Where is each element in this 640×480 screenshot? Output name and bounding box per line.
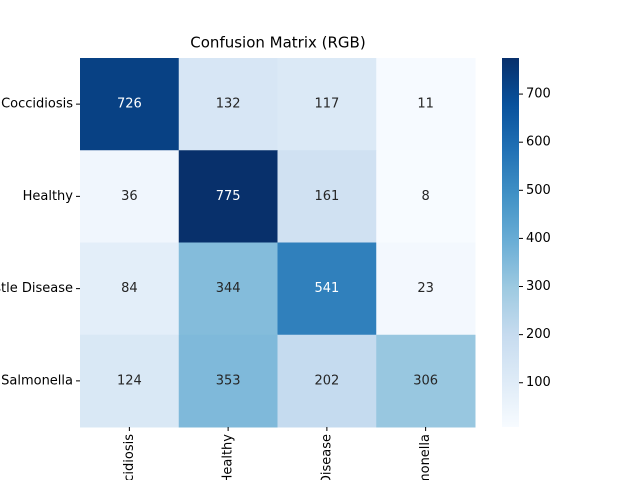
colorbar-tick-label: 600 (526, 135, 551, 150)
heatmap-cell (376, 242, 476, 336)
heatmap-cell (178, 58, 278, 151)
cell-label: 84 (121, 281, 138, 296)
heatmap-cell (277, 242, 377, 336)
cell-label: 23 (417, 281, 434, 296)
x-tick-label: Healthy (221, 434, 236, 480)
heatmap-cell (277, 334, 377, 428)
heatmap-cell (277, 58, 377, 151)
cell-label: 11 (417, 97, 434, 112)
heatmap-cell (178, 334, 278, 428)
heatmap-cell (178, 150, 278, 243)
heatmap-cell (376, 334, 476, 428)
colorbar-tick-label: 300 (526, 279, 551, 294)
cell-label: 344 (216, 281, 241, 296)
heatmap-cell (178, 242, 278, 336)
heatmap-cell (277, 150, 377, 243)
y-tick-label: Healthy (23, 189, 74, 204)
cell-label: 541 (314, 281, 339, 296)
cell-label: 161 (314, 189, 339, 204)
cell-label: 132 (216, 97, 241, 112)
heatmap-cell (80, 334, 180, 428)
cell-label: 306 (413, 373, 438, 388)
heatmap-cell (80, 58, 180, 151)
cell-label: 202 (314, 373, 339, 388)
colorbar-tick-label: 500 (526, 183, 551, 198)
cell-label: 775 (216, 189, 241, 204)
cell-label: 8 (421, 189, 429, 204)
y-tick-label: Coccidiosis (1, 97, 73, 112)
y-tick-label: Salmonella (1, 373, 73, 388)
x-tick-label: Coccidiosis (122, 434, 137, 480)
heatmap-cell (80, 242, 180, 336)
cell-label: 353 (216, 373, 241, 388)
cell-label: 117 (314, 97, 339, 112)
x-tick-label: New Castle Disease (319, 434, 334, 480)
colorbar (502, 58, 519, 427)
colorbar-tick-label: 400 (526, 231, 551, 246)
colorbar-tick-label: 700 (526, 87, 551, 102)
colorbar-tick-label: 100 (526, 375, 551, 390)
cell-label: 726 (117, 97, 142, 112)
heatmap-cell (376, 58, 476, 151)
colorbar-tick-label: 200 (526, 327, 551, 342)
x-tick-label: Salmonella (418, 434, 433, 480)
chart-title: Confusion Matrix (RGB) (190, 34, 365, 52)
cell-label: 124 (117, 373, 142, 388)
heatmap-cell (80, 150, 180, 243)
cell-label: 36 (121, 189, 138, 204)
heatmap-cell (376, 150, 476, 243)
y-tick-label: New Castle Disease (0, 281, 73, 296)
